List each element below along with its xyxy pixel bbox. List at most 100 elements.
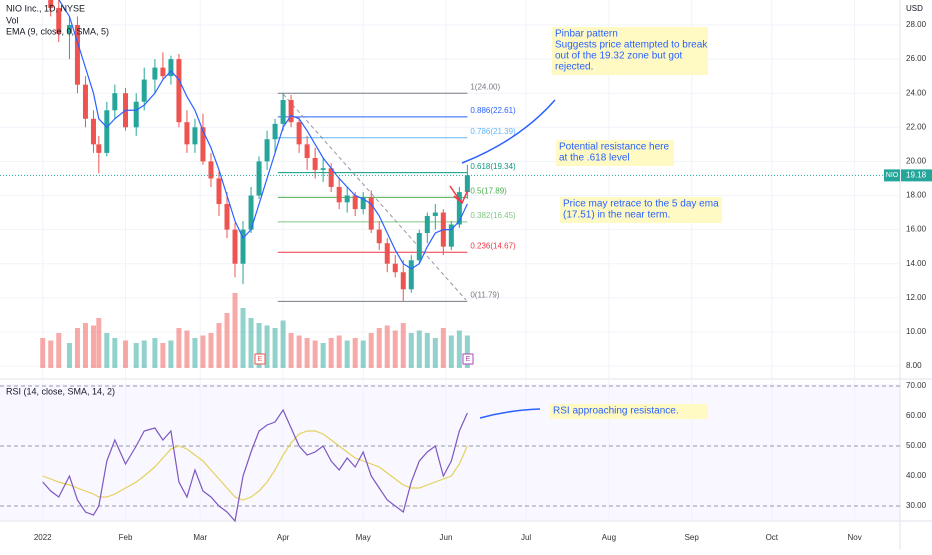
fib-label: 0(11.79) bbox=[470, 290, 500, 299]
volume-bar bbox=[240, 308, 246, 368]
candle-body bbox=[304, 144, 310, 158]
volume bbox=[40, 293, 470, 368]
candle-body bbox=[280, 100, 286, 124]
volume-bar bbox=[464, 335, 470, 368]
candle-body bbox=[133, 101, 139, 128]
earnings-marker bbox=[254, 353, 266, 365]
fib-label: 0.886(22.61) bbox=[470, 106, 516, 115]
volume-bar bbox=[272, 328, 278, 368]
ema-label: EMA (9, close, 0, SMA, 5) bbox=[6, 26, 109, 36]
volume-bar bbox=[424, 333, 430, 368]
volume-bar bbox=[176, 328, 182, 368]
candle-body bbox=[56, 7, 62, 34]
volume-bar bbox=[320, 343, 326, 368]
candle-body bbox=[464, 175, 470, 193]
annotation-box bbox=[552, 27, 708, 75]
candle-body bbox=[192, 127, 198, 145]
annotation-text: Suggests price attempted to break bbox=[555, 40, 708, 51]
annotation-box bbox=[550, 404, 708, 419]
volume-bar bbox=[141, 340, 147, 368]
y-tick-label: 10.00 bbox=[906, 327, 927, 336]
price-tag-text: 19.18 bbox=[906, 170, 927, 179]
candle-body bbox=[408, 260, 414, 290]
volume-bar bbox=[360, 340, 366, 368]
candle-body bbox=[216, 178, 222, 205]
candle-body bbox=[256, 161, 262, 196]
volume-bar bbox=[376, 328, 382, 368]
volume-bar bbox=[168, 340, 174, 368]
volume-bar bbox=[336, 335, 342, 368]
volume-bar bbox=[328, 338, 334, 368]
annotation-text: Potential resistance here bbox=[559, 142, 670, 153]
volume-bar bbox=[392, 330, 398, 368]
candle-body bbox=[248, 195, 254, 230]
candle-body bbox=[141, 79, 147, 102]
rsi-label: RSI (14, close, SMA, 14, 2) bbox=[6, 386, 115, 396]
y-tick-label: 8.00 bbox=[906, 361, 922, 370]
rsi-drawing bbox=[479, 408, 541, 419]
candle-body bbox=[448, 224, 454, 247]
volume-bar bbox=[56, 333, 62, 368]
volume-bar bbox=[104, 333, 110, 368]
currency: USD bbox=[906, 4, 923, 13]
earnings-marker-text: E bbox=[466, 356, 471, 363]
volume-bar bbox=[448, 335, 454, 368]
candle-body bbox=[400, 272, 406, 290]
annotation-box bbox=[560, 197, 722, 223]
volume-bar bbox=[408, 333, 414, 368]
rsi-tick-label: 40.00 bbox=[906, 471, 927, 480]
candle-body bbox=[376, 229, 382, 244]
drawing-arrow bbox=[461, 99, 556, 164]
volume-bar bbox=[192, 338, 198, 368]
candle-body bbox=[208, 161, 214, 179]
volume-bar bbox=[248, 318, 254, 368]
y-tick-label: 14.00 bbox=[906, 259, 927, 268]
x-tick-label: Jul bbox=[521, 533, 531, 542]
candle-body bbox=[104, 110, 110, 153]
candle-body bbox=[328, 168, 334, 187]
annotation-text: RSI approaching resistance. bbox=[553, 406, 679, 417]
volume-bar bbox=[200, 335, 206, 368]
candle-body bbox=[66, 25, 72, 34]
fib-label: 0.5(17.89) bbox=[470, 186, 507, 195]
candle-body bbox=[74, 25, 80, 85]
annotation-text: (17.51) in the near term. bbox=[563, 210, 670, 221]
candle-body bbox=[82, 84, 88, 119]
volume-bar bbox=[352, 338, 358, 368]
fib-label: 1(24.00) bbox=[470, 82, 500, 91]
candles bbox=[48, 0, 470, 302]
x-tick-label: Feb bbox=[119, 533, 133, 542]
annotation-text: out of the 19.32 zone but got bbox=[555, 51, 683, 62]
volume-bar bbox=[48, 340, 54, 368]
candle-body bbox=[200, 127, 206, 162]
fibonacci: 1(24.00) 0.886(22.61) 0.786(21.39) 0.618(19… bbox=[277, 82, 516, 302]
y-tick-label: 26.00 bbox=[906, 54, 927, 63]
annotation-text: Pinbar pattern bbox=[555, 29, 618, 40]
candle-body bbox=[368, 197, 374, 230]
symbol-tag bbox=[884, 169, 900, 182]
volume-bar bbox=[82, 323, 88, 368]
x-tick-label: Aug bbox=[602, 533, 616, 542]
rsi-ma-line bbox=[42, 430, 468, 501]
volume-bar bbox=[440, 328, 446, 368]
candle-body bbox=[184, 122, 190, 145]
fib-label: 0.236(14.67) bbox=[470, 241, 516, 250]
ema-line bbox=[58, 0, 468, 270]
volume-bar bbox=[312, 340, 318, 368]
candle-body bbox=[224, 204, 230, 230]
volume-bar bbox=[288, 333, 294, 368]
volume-bar bbox=[264, 325, 270, 368]
volume-bar bbox=[216, 323, 222, 368]
candle-body bbox=[336, 186, 342, 203]
volume-bar bbox=[66, 343, 72, 368]
volume-bar bbox=[123, 340, 129, 368]
fib-label: 0.786(21.39) bbox=[470, 127, 516, 136]
volume-bar bbox=[416, 330, 422, 368]
volume-bar bbox=[74, 328, 80, 368]
volume-bar bbox=[296, 335, 302, 368]
rsi-tick-label: 50.00 bbox=[906, 441, 927, 450]
candle-body bbox=[320, 168, 326, 170]
volume-bar bbox=[152, 338, 158, 368]
candle-body bbox=[112, 93, 118, 111]
